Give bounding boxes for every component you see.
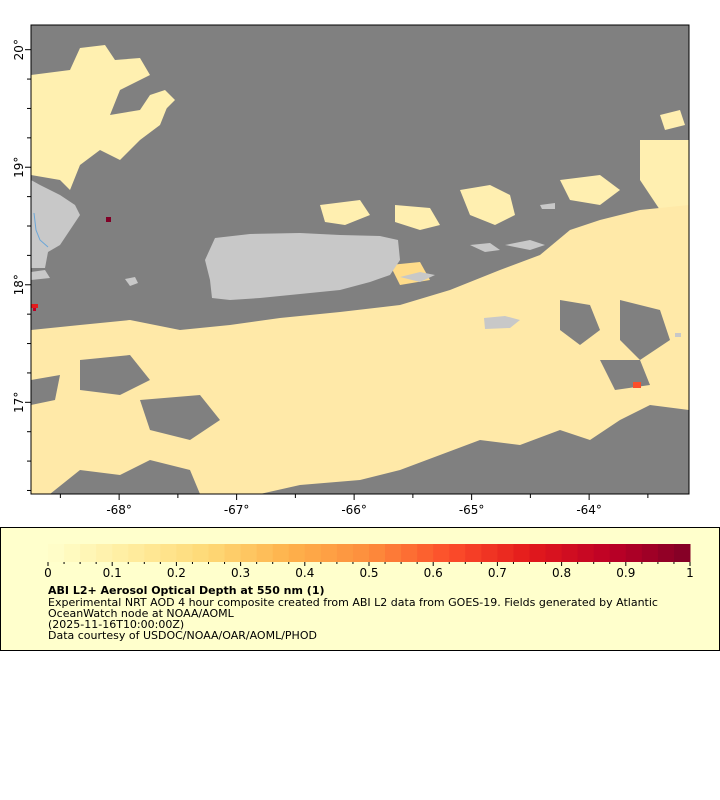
colorbar: 0 0.1 0.2 0.3 0.4 0.5 0.6 0.7 0.8 0.9 1 [44,544,694,580]
colorbar-swatch [304,544,322,562]
colorbar-swatch [433,544,450,562]
legend-title: ABI L2+ Aerosol Optical Depth at 550 nm … [48,584,325,597]
aod-map: -68° -67° -66° -65° -64° 20° 19° 18° 17° [12,24,690,517]
colorbar-tick-label: 0.9 [616,566,635,580]
lon-tick-label: -64° [576,503,602,517]
colorbar-swatch [673,544,691,562]
colorbar-swatch [336,544,354,562]
colorbar-swatch [513,544,530,562]
colorbar-swatch [401,544,418,562]
colorbar-swatch [417,544,434,562]
colorbar-tick-label: 0.8 [552,566,571,580]
colorbar-tick-label: 0.2 [167,566,186,580]
colorbar-swatch [465,544,482,562]
colorbar-swatch [561,544,579,562]
colorbar-swatch [224,544,242,562]
lat-tick-label: 20° [12,39,26,60]
colorbar-swatch [272,544,290,562]
colorbar-swatch [385,544,402,562]
colorbar-swatch [240,544,258,562]
legend-description-line2: OceanWatch node at NOAA/AOML [48,607,234,620]
legend-credit: Data courtesy of USDOC/NOAA/OAR/AOML/PHO… [48,629,317,642]
colorbar-swatch [481,544,498,562]
colorbar-swatch [192,544,209,562]
lat-tick-label: 19° [12,157,26,178]
puerto-rico-land [205,233,400,300]
colorbar-swatch [208,544,226,562]
colorbar-swatch [144,544,161,562]
colorbar-swatch [529,544,547,562]
lon-tick-label: -68° [106,503,132,517]
colorbar-swatch [64,544,81,562]
colorbar-swatch [96,544,113,562]
aod-data-layer [31,45,689,494]
colorbar-swatch [641,544,659,562]
colorbar-tick-label: 0 [44,566,52,580]
lat-tick-label: 18° [12,274,26,295]
colorbar-swatch [320,544,338,562]
colorbar-swatch [625,544,643,562]
legend-description-line1: Experimental NRT AOD 4 hour composite cr… [48,596,658,609]
lon-tick-label: -65° [459,503,485,517]
colorbar-swatch [288,544,306,562]
colorbar-tick-label: 0.1 [103,566,122,580]
lon-tick-label: -66° [341,503,367,517]
river [33,212,49,248]
colorbar-tick-label: 0.6 [424,566,443,580]
colorbar-swatch [48,544,65,562]
colorbar-swatch [369,544,386,562]
colorbar-swatch [577,544,595,562]
colorbar-swatch [593,544,611,562]
colorbar-tick-label: 1 [686,566,694,580]
colorbar-swatch [112,544,129,562]
colorbar-tick-label: 0.5 [359,566,378,580]
colorbar-swatch [128,544,145,562]
land-layer [31,180,681,337]
colorbar-swatch [449,544,466,562]
colorbar-swatch [80,544,97,562]
colorbar-swatch [497,544,514,562]
hispaniola-land [31,180,80,268]
legend-time: (2025-11-16T10:00:00Z) [48,618,185,631]
colorbar-swatch [609,544,627,562]
lon-tick-label: -67° [224,503,250,517]
colorbar-swatch [160,544,177,562]
colorbar-swatch [657,544,675,562]
colorbar-swatch [545,544,563,562]
colorbar-swatch [176,544,193,562]
colorbar-tick-label: 0.7 [488,566,507,580]
colorbar-tick-label: 0.4 [295,566,314,580]
map-axes: -68° -67° -66° -65° -64° 20° 19° 18° 17° [12,39,649,517]
colorbar-tick-label: 0.3 [231,566,250,580]
lat-tick-label: 17° [12,392,26,413]
map-frame [30,24,690,495]
colorbar-swatch [352,544,370,562]
colorbar-swatch [256,544,274,562]
legend-panel: 0 0.1 0.2 0.3 0.4 0.5 0.6 0.7 0.8 0.9 1 ABI L2+ Ae… [0,527,720,651]
